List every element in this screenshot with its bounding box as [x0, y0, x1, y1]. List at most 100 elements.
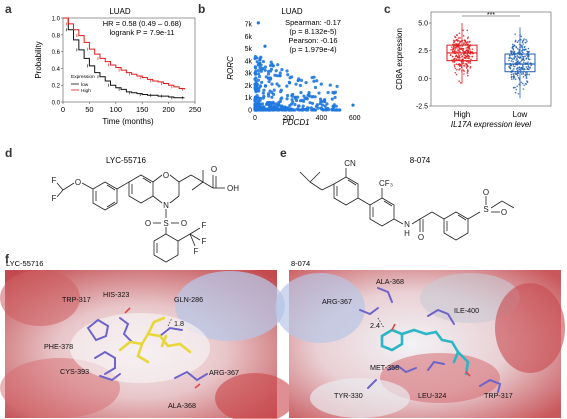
box-jitter-point — [459, 37, 461, 39]
box-jitter-point — [471, 55, 474, 58]
box-jitter-point — [518, 66, 521, 69]
box-jitter-point — [510, 64, 512, 67]
atom-n: N — [163, 201, 169, 210]
box-jitter-point — [510, 75, 513, 78]
scatter-point — [269, 69, 273, 73]
scatter-point — [263, 65, 268, 69]
box-jitter-point — [522, 51, 524, 54]
scatter-point — [285, 69, 289, 73]
km-y-tick-label: 0.2 — [52, 84, 61, 90]
box-jitter-point — [524, 55, 526, 58]
box-jitter-point — [513, 65, 516, 68]
scatter-point — [315, 79, 319, 83]
box-jitter-point — [458, 54, 461, 57]
box-jitter-point — [466, 74, 469, 77]
scatter-point — [276, 103, 280, 107]
scatter-point — [286, 73, 290, 77]
km-x-axis-label: Time (months) — [102, 117, 154, 126]
atom-o-ether: O — [75, 178, 81, 187]
km-curve-high — [63, 17, 185, 90]
box-y-tick-label: -2.5 — [416, 104, 428, 111]
atom-cf3-f3: F — [194, 247, 199, 256]
box-jitter-point — [456, 47, 458, 49]
box-jitter-point — [516, 74, 519, 77]
residue-right-tyr330: TYR-330 — [334, 391, 363, 400]
scatter-point — [270, 90, 274, 95]
box-jitter-point — [523, 84, 525, 87]
box-jitter-point — [523, 61, 525, 64]
atom-n-amide: N — [404, 220, 410, 229]
ligand-8074-3d — [380, 328, 470, 376]
box-jitter-point — [467, 50, 470, 53]
scatter-x-tick-label: 600 — [349, 115, 361, 122]
docking-right-title: 8-074 — [291, 259, 310, 268]
box-jitter-point — [462, 50, 465, 53]
scatter-point — [325, 102, 329, 106]
scatter-point — [318, 102, 322, 106]
box-jitter-point — [455, 63, 458, 65]
box-jitter-point — [518, 57, 521, 59]
atom-cf3-f1: F — [202, 221, 207, 230]
box-jitter-point — [454, 48, 457, 50]
box-jitter-point — [512, 65, 515, 67]
scatter-point — [335, 84, 339, 88]
scatter-point — [287, 80, 291, 84]
scatter-point — [253, 66, 258, 70]
box-jitter-point — [515, 59, 517, 61]
scatter-point — [313, 85, 318, 90]
box-jitter-point — [466, 71, 469, 74]
scatter-point — [319, 97, 323, 101]
scatter-point — [270, 82, 274, 86]
atom-o-ring: O — [163, 171, 169, 180]
scatter-pearson-p: (p = 1.979e-4) — [289, 45, 337, 54]
box-jitter-point — [513, 44, 516, 47]
scatter-point — [294, 97, 298, 101]
box-jitter-point — [519, 69, 522, 72]
scatter-point — [285, 84, 289, 88]
box-jitter-point — [529, 58, 531, 61]
box-jitter-point — [522, 71, 524, 74]
scatter-spearman-p: (p = 8.132e-5) — [289, 27, 337, 36]
scatter-point — [291, 108, 295, 112]
scatter-point — [256, 21, 260, 25]
scatter-point — [256, 68, 261, 73]
box-jitter-point — [522, 88, 525, 90]
box-jitter-point — [512, 46, 514, 48]
box-jitter-point — [453, 64, 456, 66]
scatter-x-tick-label: 400 — [316, 115, 328, 122]
atom-cf3-f2: F — [202, 237, 207, 246]
residue-left-phe378: PHE-378 — [44, 342, 73, 351]
scatter-point — [294, 82, 298, 86]
scatter-point — [262, 88, 266, 92]
scatter-y-axis-label: RORC — [226, 56, 235, 80]
km-hr-annotation: HR = 0.58 (0.49 – 0.68) — [103, 19, 182, 28]
box-jitter-point — [467, 61, 470, 64]
scatter-point — [310, 101, 315, 105]
box-jitter-point — [522, 43, 524, 45]
scatter-point — [270, 95, 274, 99]
box-jitter-point — [510, 60, 513, 62]
box-jitter-point — [526, 40, 528, 42]
scatter-spearman-annotation: Spearman: -0.17 — [285, 18, 341, 27]
box-jitter-point — [530, 64, 533, 67]
scatter-pearson-annotation: Pearson: -0.16 — [288, 36, 337, 45]
box-jitter-point — [465, 42, 468, 44]
box-jitter-point — [469, 65, 472, 68]
box-jitter-point — [513, 76, 515, 79]
box-jitter-point — [521, 64, 524, 67]
box-jitter-point — [466, 29, 469, 32]
box-jitter-point — [512, 51, 514, 54]
box-jitter-point — [461, 47, 464, 50]
box-jitter-point — [467, 47, 469, 49]
box-jitter-point — [525, 57, 528, 59]
box-jitter-point — [514, 40, 517, 43]
box-jitter-point — [456, 68, 458, 71]
scatter-point — [290, 93, 294, 97]
scatter-point — [253, 56, 257, 61]
box-jitter-point — [521, 46, 524, 49]
box-y-tick-label: 2.5 — [418, 48, 428, 55]
scatter-x-tick-label: 0 — [253, 115, 257, 122]
scatter-point — [257, 72, 261, 76]
scatter-x-tick-label: 200 — [282, 115, 294, 122]
box-jitter-point — [524, 41, 527, 44]
